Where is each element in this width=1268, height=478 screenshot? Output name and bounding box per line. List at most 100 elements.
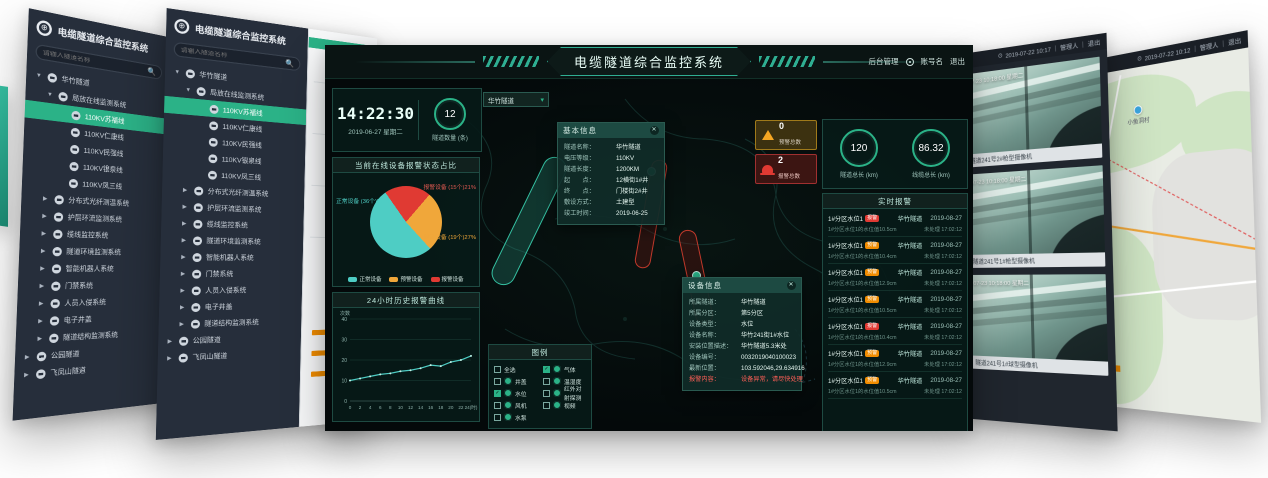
alarm-level-badge: 预警 bbox=[865, 350, 880, 357]
sidebar-item-智能机器人系统[interactable]: ▶ 智能机器人系统 bbox=[160, 248, 303, 266]
alarm-row[interactable]: 1#分区水位1 报警 华竹隧道 2019-08-27 1#分区水位1的水位值10.4cm… bbox=[828, 318, 962, 345]
caret-icon[interactable]: ▶ bbox=[179, 303, 185, 311]
tunnel-tree: ▼ 华竹隧道 ▼ 局放在线监测系统 110KV苏福线 110KV仁康线 110KV民强线 11… bbox=[13, 64, 169, 420]
alarm-total-box[interactable]: 2 报警总数 bbox=[755, 154, 817, 184]
caret-icon[interactable]: ▶ bbox=[180, 287, 185, 294]
sidebar-item-label: 飞凤山隧道 bbox=[50, 366, 86, 378]
sidebar-item-智能机器人系统[interactable]: ▶ 智能机器人系统 bbox=[18, 259, 162, 277]
legend-item-气体[interactable]: ✓ 气体 bbox=[543, 363, 586, 375]
alarm-detail: 1#分区水位1的水位值12.9cm bbox=[828, 362, 897, 368]
sidebar-item-门禁系统[interactable]: ▶ 门禁系统 bbox=[160, 265, 303, 282]
caret-icon[interactable]: ▶ bbox=[39, 282, 45, 290]
pump-icon bbox=[504, 413, 512, 421]
sidebar-item-label: 隧道结构监测系统 bbox=[204, 319, 259, 329]
admin-link[interactable]: 后台管理 bbox=[868, 57, 899, 66]
header-user-area: 后台管理 账号名 退出 bbox=[869, 56, 966, 67]
sidebar-item-label: 公园隧道 bbox=[192, 336, 221, 346]
legend-item-水泵[interactable]: 水泵 bbox=[494, 411, 537, 423]
caret-icon[interactable]: ▶ bbox=[40, 247, 46, 255]
map-poi[interactable]: 小鱼洞村 bbox=[1127, 104, 1150, 127]
alarm-row[interactable]: 1#分区水位1 预警 华竹隧道 2019-08-27 1#分区水位1的水位值10.5cm… bbox=[828, 291, 962, 318]
legend-item-风机[interactable]: 风机 bbox=[494, 399, 537, 411]
caret-icon[interactable]: ▼ bbox=[35, 71, 42, 80]
caret-icon[interactable]: ▶ bbox=[181, 236, 187, 244]
account-name[interactable]: 账号名 bbox=[920, 57, 944, 66]
caret-icon[interactable]: ▶ bbox=[24, 353, 30, 361]
checkbox[interactable] bbox=[543, 377, 550, 385]
legend-item-水位[interactable]: ✓ 水位 bbox=[494, 387, 537, 399]
alarm-level-badge: 预警 bbox=[865, 296, 880, 303]
search-icon[interactable]: 🔍 bbox=[147, 67, 157, 77]
checkbox[interactable] bbox=[543, 389, 550, 397]
caret-icon[interactable]: ▶ bbox=[181, 219, 187, 227]
warning-total-box[interactable]: 0 预警总数 bbox=[755, 120, 817, 150]
camera-card[interactable]: 07-23 10:18:00 星期二 隧道241号1#枪型摄像机 bbox=[966, 165, 1106, 268]
pie-legend-item: 报警设备 bbox=[430, 275, 464, 283]
camera-card[interactable]: 07-23 10:18:00 星期二 隧道241号1#球型摄像机 bbox=[969, 274, 1109, 376]
alarm-row[interactable]: 1#分区水位1 预警 华竹隧道 2019-08-27 1#分区水位1的水位值10.5cm… bbox=[828, 372, 962, 399]
caret-icon[interactable]: ▶ bbox=[38, 299, 44, 307]
camera-thumbnail[interactable]: 07-23 10:18:00 星期二 bbox=[969, 274, 1109, 362]
caret-icon[interactable]: ▶ bbox=[38, 317, 43, 325]
sidebar-item-label: 110KV银泉线 bbox=[221, 156, 262, 167]
search-icon[interactable]: 🔍 bbox=[285, 59, 295, 68]
legend-item-全选[interactable]: 全选 bbox=[494, 363, 537, 375]
checkbox[interactable] bbox=[494, 365, 501, 373]
checkbox[interactable] bbox=[494, 413, 501, 421]
caret-icon[interactable]: ▶ bbox=[41, 229, 47, 237]
camera-card[interactable]: 07-23 10:18:00 星期二 隧道241号2#枪型摄像机 bbox=[964, 56, 1103, 168]
alarm-history-line-chart[interactable]: 0 10 20 30 40 次数 0 2 4 6 8 10 12 14 16 18 20 22 24(时) bbox=[333, 308, 479, 421]
caret-icon[interactable]: ▶ bbox=[167, 354, 172, 362]
poi-marker-icon[interactable] bbox=[1133, 104, 1143, 116]
caret-icon[interactable]: ▶ bbox=[37, 334, 43, 343]
caret-icon[interactable]: ▼ bbox=[46, 90, 53, 99]
sidebar-item-隧道环境监测系统[interactable]: ▶ 隧道环境监测系统 bbox=[19, 242, 163, 261]
caret-icon[interactable]: ▼ bbox=[185, 86, 192, 94]
legend-item-红外对射探测[interactable]: 红外对射探测 bbox=[543, 387, 586, 402]
svg-text:10: 10 bbox=[398, 405, 404, 410]
close-icon[interactable]: ✕ bbox=[787, 281, 796, 290]
caret-icon[interactable]: ▶ bbox=[40, 264, 45, 272]
node-icon bbox=[54, 194, 64, 205]
checkbox[interactable] bbox=[494, 377, 501, 385]
app-logo-icon: ⊕ bbox=[36, 19, 53, 38]
checkbox[interactable]: ✓ bbox=[543, 365, 550, 373]
gas-icon bbox=[553, 365, 561, 373]
tunnel-select-dropdown[interactable]: 华竹隧道 ▾ bbox=[483, 92, 549, 107]
camera-list: 07-23 10:18:00 星期二 隧道241号2#枪型摄像机 07-23 10:… bbox=[958, 49, 1118, 431]
alarm-row[interactable]: 1#分区水位1 预警 华竹隧道 2019-08-27 1#分区水位1的水位值10.4cm… bbox=[828, 237, 962, 264]
camera-thumbnail[interactable]: 07-23 10:18:00 星期二 bbox=[964, 56, 1102, 155]
checkbox[interactable] bbox=[494, 401, 501, 409]
alarm-row[interactable]: 1#分区水位1 报警 华竹隧道 2019-08-27 1#分区水位1的水位值10.5cm… bbox=[828, 210, 962, 237]
legend-item-温湿度[interactable]: 温湿度 bbox=[543, 375, 586, 387]
logout-link[interactable]: 退出 bbox=[950, 57, 965, 66]
sidebar-item-label: 分布式光纤测温系统 bbox=[68, 196, 130, 209]
panel-title: 24小时历史报警曲线 bbox=[333, 293, 479, 308]
caret-icon[interactable]: ▶ bbox=[23, 370, 29, 379]
caret-icon[interactable]: ▶ bbox=[182, 186, 188, 194]
checkbox[interactable] bbox=[543, 401, 550, 409]
alarm-row[interactable]: 1#分区水位1 预警 华竹隧道 2019-08-27 1#分区水位1的水位值12.9cm… bbox=[828, 345, 962, 372]
alarm-siren-icon bbox=[760, 165, 775, 175]
alarm-row[interactable]: 1#分区水位1 预警 华竹隧道 2019-08-27 1#分区水位1的水位值12.9cm… bbox=[828, 264, 962, 291]
caret-icon[interactable]: ▶ bbox=[167, 337, 173, 345]
close-icon[interactable]: ✕ bbox=[650, 126, 659, 135]
camera-thumbnail[interactable]: 07-23 10:18:00 星期二 bbox=[966, 165, 1105, 255]
caret-icon[interactable]: ▼ bbox=[174, 68, 181, 76]
legend-item-视频[interactable]: 视频 bbox=[543, 399, 586, 411]
alarm-date: 2019-08-27 bbox=[930, 242, 962, 249]
alarm-status: 未处理 17:02:12 bbox=[924, 308, 962, 314]
caret-icon[interactable]: ▶ bbox=[182, 203, 187, 211]
caret-icon[interactable]: ▶ bbox=[179, 320, 185, 328]
legend-item-井盖[interactable]: 井盖 bbox=[494, 375, 537, 387]
svg-text:2: 2 bbox=[359, 405, 362, 410]
sidebar-item-隧道环境监测系统[interactable]: ▶ 隧道环境监测系统 bbox=[161, 231, 304, 250]
caret-icon[interactable]: ▶ bbox=[42, 194, 48, 203]
caret-icon[interactable]: ▶ bbox=[180, 270, 186, 278]
caret-icon[interactable]: ▶ bbox=[42, 212, 47, 220]
checkbox[interactable]: ✓ bbox=[494, 389, 501, 397]
device-status-pie-chart[interactable] bbox=[370, 186, 442, 258]
header-hatch-left bbox=[482, 56, 539, 67]
caret-icon[interactable]: ▶ bbox=[181, 253, 186, 261]
china-map[interactable]: 14:22:30 2019-06-27 星期二 12 隧道数量 (条) 当前在线… bbox=[325, 79, 973, 431]
